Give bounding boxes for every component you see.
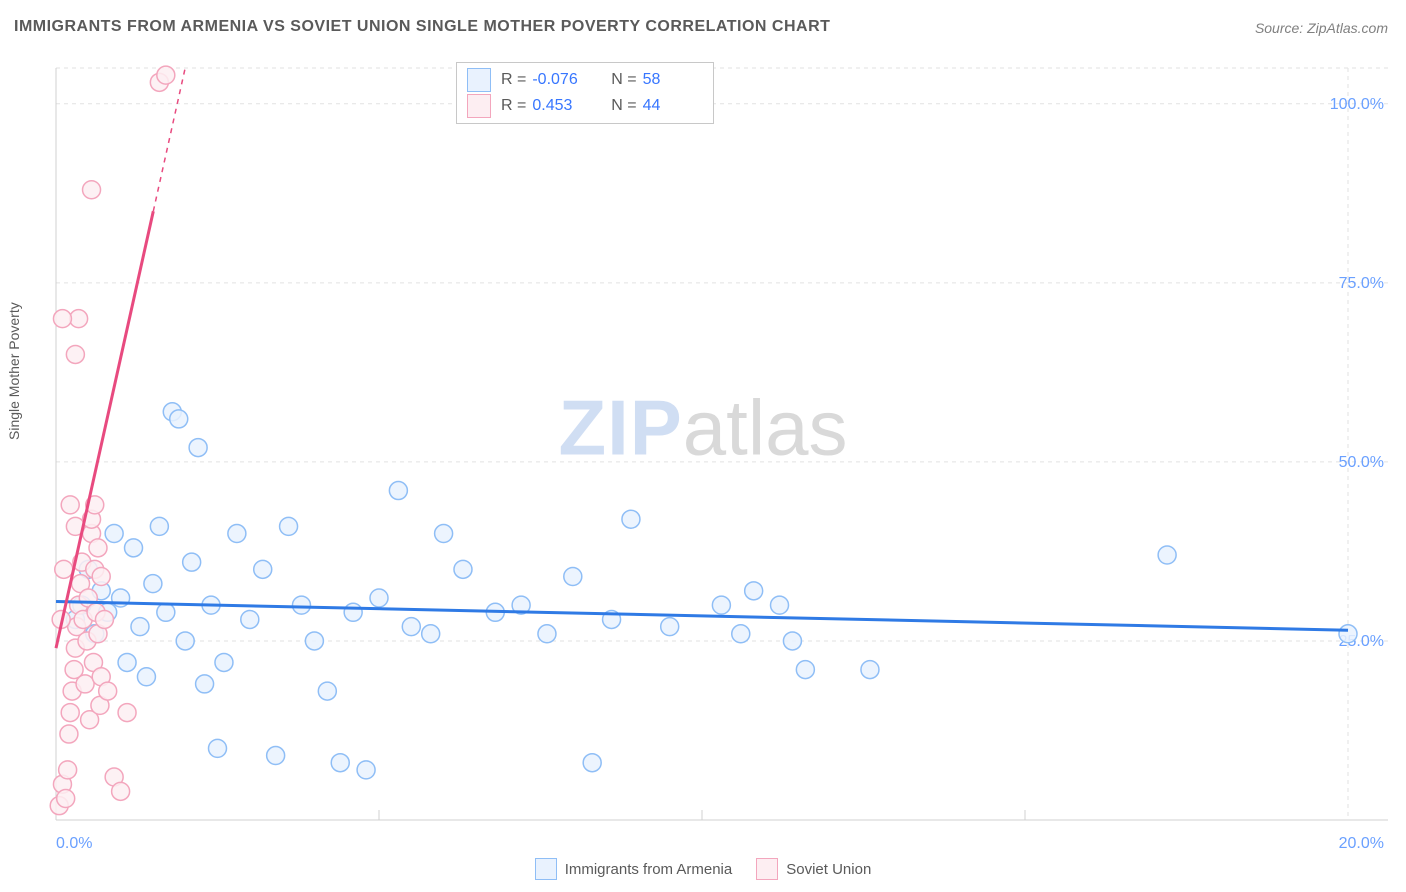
svg-text:0.0%: 0.0% [56,835,92,850]
chart-title: IMMIGRANTS FROM ARMENIA VS SOVIET UNION … [14,18,830,36]
legend-item: Immigrants from Armenia [535,858,733,880]
legend-label: Soviet Union [786,861,871,878]
plot-area: 25.0%50.0%75.0%100.0%0.0%20.0% [48,60,1388,850]
series-swatch [535,858,557,880]
legend-item: Soviet Union [756,858,871,880]
series-swatch [467,68,491,92]
series-swatch [756,858,778,880]
svg-text:100.0%: 100.0% [1330,96,1384,113]
chart-container: IMMIGRANTS FROM ARMENIA VS SOVIET UNION … [0,0,1406,892]
series-swatch [467,94,491,118]
y-axis-label: Single Mother Poverty [6,302,22,440]
svg-text:75.0%: 75.0% [1339,275,1384,292]
corr-row: R = 0.453 N = 44 [467,93,703,119]
legend-label: Immigrants from Armenia [565,861,733,878]
svg-text:20.0%: 20.0% [1339,835,1384,850]
scatter-svg: 25.0%50.0%75.0%100.0%0.0%20.0% [48,60,1388,850]
series-legend: Immigrants from Armenia Soviet Union [0,858,1406,884]
corr-row: R = -0.076 N = 58 [467,67,703,93]
svg-text:50.0%: 50.0% [1339,454,1384,471]
source-label: Source: ZipAtlas.com [1255,20,1388,36]
correlation-legend: R = -0.076 N = 58R = 0.453 N = 44 [456,62,714,124]
